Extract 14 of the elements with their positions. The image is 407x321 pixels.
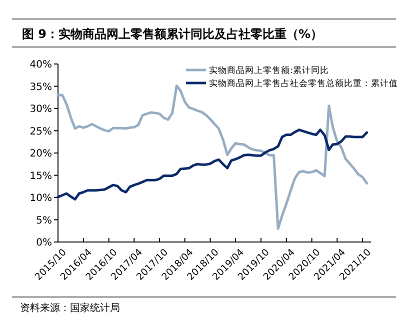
y-tick-label: 15%	[30, 170, 52, 182]
y-tick-label: 0%	[36, 238, 52, 248]
y-tick-label: 35%	[30, 82, 52, 93]
line-series	[56, 128, 368, 201]
y-tick-label: 40%	[30, 60, 52, 70]
y-tick-label: 10%	[30, 193, 52, 204]
text: 资料来源：国家统计局	[20, 302, 120, 314]
legend-label: 实物商品网上零售额:累计同比	[209, 64, 329, 76]
y-tick-label: 20%	[30, 148, 52, 160]
legend-label: 实物商品网上零售占社会零售总额比重：累计值	[209, 78, 398, 89]
y-tick-label: 5%	[36, 215, 52, 226]
y-tick-label: 25%	[30, 126, 52, 138]
y-tick-label: 30%	[30, 104, 52, 115]
chart-title: 图 9：实物商品网上零售额累计同比及占社零比重（%）	[22, 27, 323, 41]
